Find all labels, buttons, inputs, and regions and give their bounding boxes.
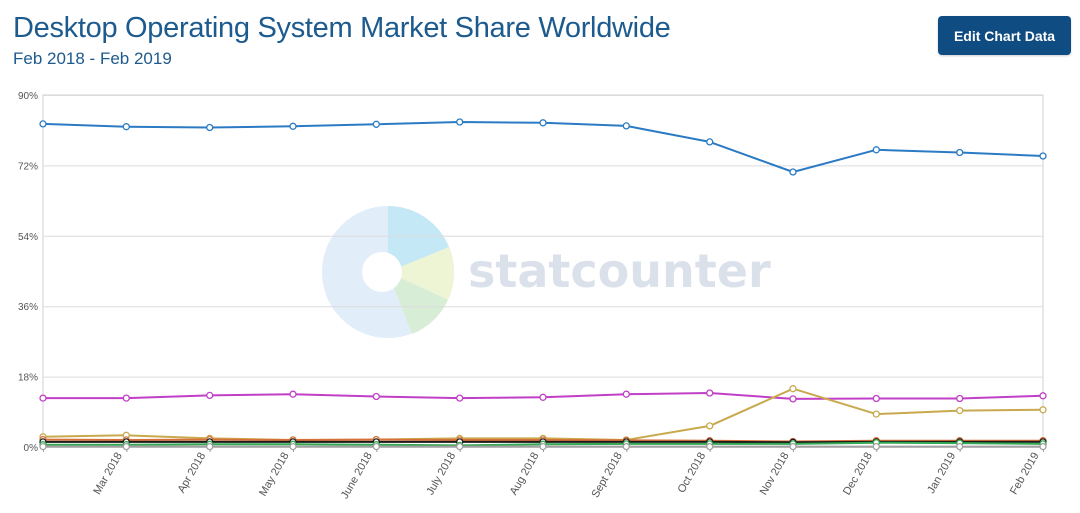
data-point: [122, 123, 130, 131]
data-point: [956, 394, 964, 403]
x-tick-label: May 2018: [257, 451, 292, 499]
chart-series: [39, 118, 1047, 451]
data-point: [1039, 152, 1047, 160]
data-point: [789, 385, 797, 393]
chart-title: Desktop Operating System Market Share Wo…: [13, 12, 671, 44]
data-point: [289, 390, 297, 398]
data-point: [39, 394, 47, 402]
data-point: [1039, 392, 1047, 400]
x-tick-label: Oct 2018: [676, 451, 709, 496]
data-point: [706, 442, 714, 451]
data-point: [622, 390, 630, 398]
data-point: [206, 123, 214, 132]
data-point: [622, 122, 630, 130]
data-point: [39, 120, 47, 128]
data-point: [539, 119, 547, 127]
data-point: [956, 148, 964, 157]
data-point: [456, 394, 464, 402]
data-point: [1039, 442, 1047, 451]
x-tick-label: Aug 2018: [508, 451, 542, 498]
data-point: [872, 442, 880, 451]
data-point: [372, 442, 380, 451]
data-point: [372, 392, 380, 401]
data-point: [956, 442, 964, 451]
data-point: [539, 442, 547, 451]
data-point: [456, 442, 464, 451]
x-tick-label: Dec 2018: [841, 451, 875, 498]
x-tick-label: Nov 2018: [758, 451, 792, 498]
y-tick-label: 90%: [18, 91, 38, 102]
y-tick-label: 0%: [24, 443, 39, 454]
data-point: [956, 406, 964, 415]
data-point: [706, 389, 714, 397]
data-point: [372, 120, 380, 128]
data-point: [872, 410, 880, 418]
data-point: [872, 146, 880, 154]
data-point: [789, 168, 797, 176]
data-point: [39, 442, 47, 451]
y-tick-label: 72%: [18, 161, 38, 172]
data-point: [789, 395, 797, 403]
data-point: [706, 422, 714, 430]
series-line: [42, 121, 1044, 173]
data-point: [122, 442, 130, 451]
edit-chart-data-button[interactable]: Edit Chart Data: [938, 16, 1071, 55]
data-point: [539, 393, 547, 401]
data-point: [1039, 406, 1047, 414]
statcounter-logo-icon: [322, 206, 455, 338]
x-tick-label: Sept 2018: [589, 451, 624, 500]
x-tick-label: Feb 2019: [1008, 451, 1042, 497]
x-tick-label: Apr 2018: [176, 451, 209, 496]
y-tick-label: 36%: [18, 302, 38, 313]
y-tick-label: 18%: [18, 373, 38, 384]
x-tick-label: Mar 2018: [91, 451, 125, 497]
x-tick-label: June 2018: [339, 451, 375, 502]
data-point: [289, 122, 297, 130]
data-point: [122, 394, 130, 402]
data-point: [206, 391, 214, 400]
watermark-text: statcounter: [468, 244, 771, 298]
data-point: [789, 442, 797, 451]
data-point: [622, 442, 630, 451]
data-point: [872, 394, 880, 403]
data-point: [456, 118, 464, 126]
data-point: [706, 138, 714, 146]
x-tick-label: July 2018: [424, 451, 458, 498]
data-point: [289, 442, 297, 451]
y-tick-label: 54%: [18, 232, 38, 243]
statcounter-watermark: statcounter: [322, 206, 771, 338]
x-tick-label: Jan 2019: [925, 451, 958, 496]
data-point: [206, 442, 214, 451]
chart-subtitle: Feb 2018 - Feb 2019: [13, 49, 172, 68]
